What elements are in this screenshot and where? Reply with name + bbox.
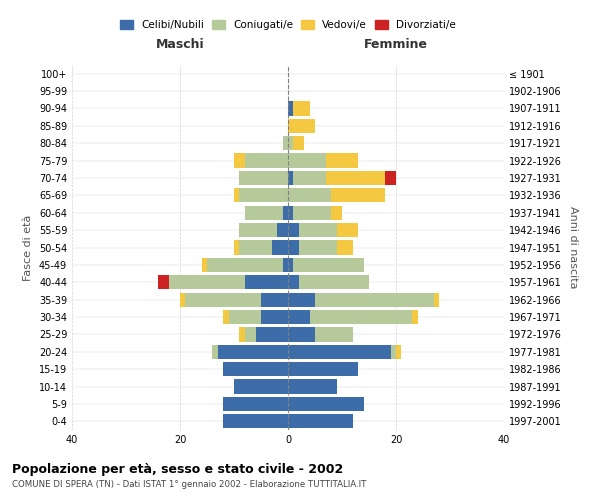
Bar bbox=[283, 258, 288, 272]
Bar bbox=[337, 240, 353, 254]
Bar bbox=[245, 154, 288, 168]
Bar bbox=[288, 118, 315, 133]
Bar bbox=[288, 171, 293, 185]
Bar bbox=[169, 275, 245, 289]
Bar bbox=[234, 154, 245, 168]
Bar bbox=[288, 154, 326, 168]
Bar bbox=[288, 188, 331, 202]
Bar bbox=[239, 223, 277, 237]
Bar bbox=[293, 171, 326, 185]
Bar bbox=[212, 344, 218, 359]
Bar bbox=[299, 275, 369, 289]
Text: COMUNE DI SPERA (TN) - Dati ISTAT 1° gennaio 2002 - Elaborazione TUTTITALIA.IT: COMUNE DI SPERA (TN) - Dati ISTAT 1° gen… bbox=[12, 480, 367, 489]
Bar bbox=[288, 102, 293, 116]
Bar bbox=[315, 328, 353, 342]
Bar bbox=[288, 136, 293, 150]
Text: Popolazione per età, sesso e stato civile - 2002: Popolazione per età, sesso e stato civil… bbox=[12, 462, 343, 475]
Bar bbox=[245, 328, 256, 342]
Bar bbox=[245, 206, 283, 220]
Bar bbox=[434, 292, 439, 307]
Bar bbox=[229, 310, 261, 324]
Bar bbox=[293, 206, 331, 220]
Bar bbox=[326, 154, 358, 168]
Bar bbox=[261, 310, 288, 324]
Bar bbox=[412, 310, 418, 324]
Bar bbox=[288, 362, 358, 376]
Bar bbox=[239, 188, 288, 202]
Y-axis label: Anni di nascita: Anni di nascita bbox=[568, 206, 578, 289]
Bar bbox=[245, 275, 288, 289]
Bar bbox=[337, 223, 358, 237]
Bar bbox=[277, 223, 288, 237]
Bar bbox=[223, 414, 288, 428]
Bar bbox=[288, 344, 391, 359]
Bar bbox=[288, 397, 364, 411]
Bar bbox=[288, 414, 353, 428]
Bar bbox=[293, 102, 310, 116]
Bar bbox=[310, 310, 412, 324]
Bar bbox=[272, 240, 288, 254]
Bar bbox=[234, 188, 239, 202]
Bar bbox=[223, 362, 288, 376]
Bar bbox=[218, 344, 288, 359]
Bar bbox=[315, 292, 434, 307]
Bar bbox=[239, 240, 272, 254]
Bar bbox=[239, 328, 245, 342]
Bar bbox=[180, 292, 185, 307]
Legend: Celibi/Nubili, Coniugati/e, Vedovi/e, Divorziati/e: Celibi/Nubili, Coniugati/e, Vedovi/e, Di… bbox=[116, 16, 460, 34]
Bar bbox=[239, 171, 288, 185]
Bar bbox=[288, 240, 299, 254]
Bar bbox=[288, 206, 293, 220]
Bar bbox=[223, 397, 288, 411]
Bar bbox=[234, 380, 288, 394]
Bar bbox=[261, 292, 288, 307]
Bar bbox=[288, 292, 315, 307]
Bar bbox=[396, 344, 401, 359]
Bar bbox=[283, 206, 288, 220]
Y-axis label: Fasce di età: Fasce di età bbox=[23, 214, 33, 280]
Bar bbox=[185, 292, 261, 307]
Bar bbox=[293, 136, 304, 150]
Bar bbox=[331, 188, 385, 202]
Bar bbox=[293, 258, 364, 272]
Bar bbox=[256, 328, 288, 342]
Bar bbox=[223, 310, 229, 324]
Bar bbox=[207, 258, 283, 272]
Bar bbox=[385, 171, 396, 185]
Bar bbox=[288, 223, 299, 237]
Bar bbox=[326, 171, 385, 185]
Bar bbox=[391, 344, 396, 359]
Bar bbox=[299, 240, 337, 254]
Bar bbox=[288, 328, 315, 342]
Text: Maschi: Maschi bbox=[155, 38, 205, 51]
Bar bbox=[288, 380, 337, 394]
Bar bbox=[202, 258, 207, 272]
Text: Femmine: Femmine bbox=[364, 38, 428, 51]
Bar bbox=[288, 258, 293, 272]
Bar bbox=[288, 310, 310, 324]
Bar bbox=[299, 223, 337, 237]
Bar bbox=[234, 240, 239, 254]
Bar bbox=[283, 136, 288, 150]
Bar bbox=[331, 206, 342, 220]
Bar bbox=[158, 275, 169, 289]
Bar bbox=[288, 275, 299, 289]
